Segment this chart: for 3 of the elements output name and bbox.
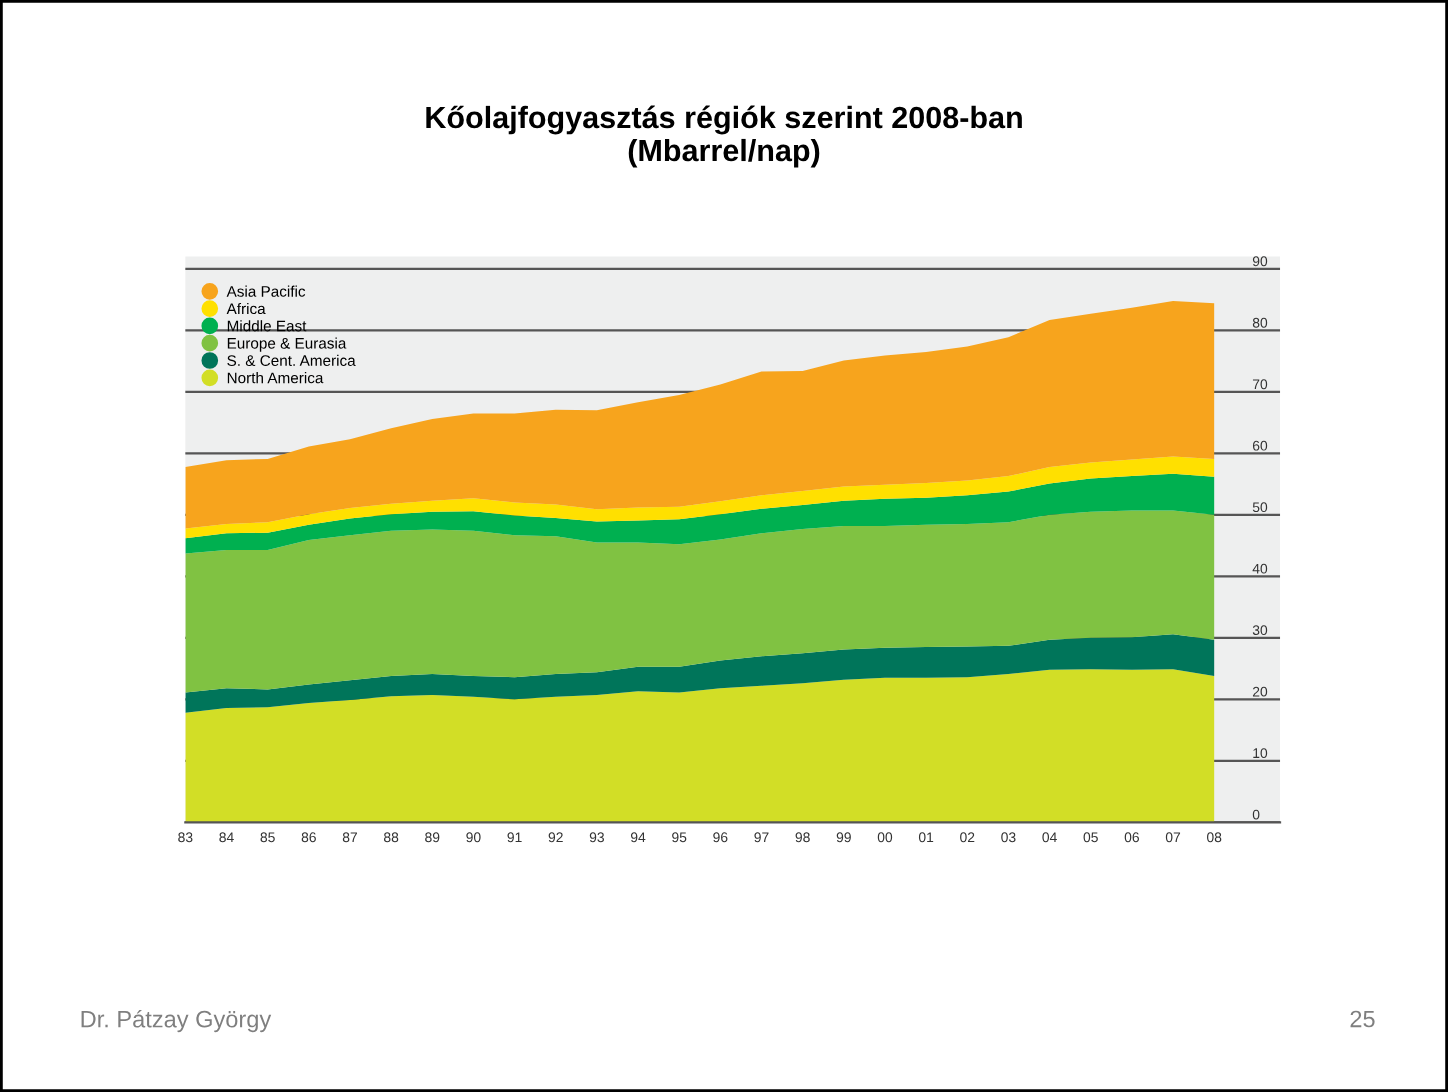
chart-title: Kőolajfogyasztás régiók szerint 2008-ban (Mbarrel/nap) <box>426 105 1022 168</box>
text: Dr. Pátzay György <box>81 1009 272 1033</box>
text: 25 <box>1350 1010 1375 1028</box>
